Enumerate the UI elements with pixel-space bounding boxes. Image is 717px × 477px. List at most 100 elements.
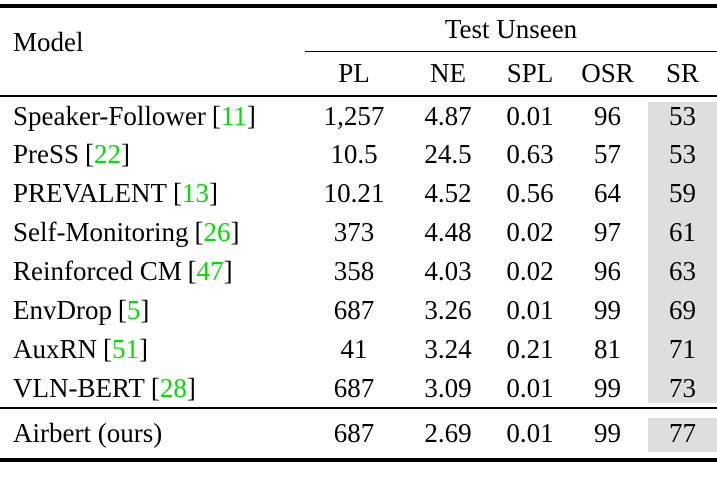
- cell-osr: 57: [594, 139, 621, 169]
- cell-spl: 0.01: [506, 418, 554, 448]
- citation-number[interactable]: 13: [181, 178, 209, 208]
- bracket-close: ]: [230, 217, 240, 247]
- model-name-cell: Speaker-Follower [11]: [0, 96, 305, 135]
- cell-ne: 3.26: [424, 295, 472, 325]
- citation: [26]: [194, 217, 239, 247]
- bracket-open: [: [117, 295, 127, 325]
- cell-pl: 687: [333, 418, 375, 448]
- model-name-cell: PREVALENT [13]: [0, 174, 305, 213]
- model-name-cell: Self-Monitoring [26]: [0, 213, 305, 252]
- cell-ne: 3.24: [424, 334, 472, 364]
- cell-osr: 64: [594, 178, 621, 208]
- cell-ne: 24.5: [424, 139, 472, 169]
- cell-pl: 358: [333, 256, 375, 286]
- cell-osr: 96: [594, 256, 621, 286]
- model-name: VLN-BERT: [13, 372, 145, 403]
- bracket-open: [: [194, 217, 204, 247]
- cell-pl: 10.21: [323, 178, 385, 208]
- cell-sr-highlighted: 53: [648, 96, 717, 135]
- table-row: EnvDrop [5] 687 3.26 0.01 99 69: [0, 291, 717, 330]
- cell-osr: 99: [594, 372, 621, 403]
- table-row-ours: Airbert (ours) 687 2.69 0.01 99 77: [0, 408, 717, 460]
- table-row: Reinforced CM [47] 358 4.03 0.02 96 63: [0, 252, 717, 291]
- cell-spl: 0.56: [506, 178, 554, 208]
- cell-sr-highlighted: 71: [648, 330, 717, 369]
- cell-osr: 81: [594, 334, 621, 364]
- cell-ne: 4.87: [424, 100, 472, 131]
- citation-number[interactable]: 5: [126, 295, 141, 325]
- table-header: Model Test Unseen PL NE SPL OSR SR: [0, 6, 717, 97]
- cell-pl: 373: [333, 217, 375, 247]
- citation-number[interactable]: 26: [203, 217, 231, 247]
- citation-number[interactable]: 47: [196, 256, 224, 286]
- bracket-open: [: [102, 334, 112, 364]
- results-table: Model Test Unseen PL NE SPL OSR SR Speak…: [0, 4, 717, 462]
- cell-sr-highlighted: 59: [648, 174, 717, 213]
- bracket-open: [: [211, 100, 221, 131]
- column-header-model: Model: [0, 6, 305, 97]
- cell-spl: 0.01: [506, 100, 554, 131]
- cell-pl: 1,257: [323, 100, 385, 131]
- citation: [28]: [151, 373, 196, 403]
- cell-sr-highlighted: 69: [648, 291, 717, 330]
- citation: [13]: [173, 178, 218, 208]
- model-name: Speaker-Follower: [13, 100, 206, 131]
- table-row: PREVALENT [13] 10.21 4.52 0.56 64 59: [0, 174, 717, 213]
- table-row: PreSS [22] 10.5 24.5 0.63 57 53: [0, 135, 717, 174]
- ours-section: Airbert (ours) 687 2.69 0.01 99 77: [0, 408, 717, 460]
- column-header-sr: SR: [648, 51, 717, 97]
- column-header-pl: PL: [305, 51, 403, 97]
- cell-ne: 3.09: [424, 372, 472, 403]
- table-body: Speaker-Follower [11] 1,257 4.87 0.01 96 …: [0, 96, 717, 408]
- bracket-open: [: [187, 256, 197, 286]
- cell-spl: 0.01: [506, 372, 554, 403]
- bracket-close: ]: [138, 334, 148, 364]
- cell-ne: 4.48: [424, 217, 472, 247]
- citation-number[interactable]: 28: [159, 372, 187, 403]
- model-name: PREVALENT: [13, 178, 168, 208]
- cell-ne: 2.69: [424, 418, 472, 448]
- bracket-open: [: [84, 139, 94, 169]
- column-header-spl: SPL: [493, 51, 567, 97]
- cell-pl: 41: [340, 334, 368, 364]
- cell-sr-highlighted: 53: [648, 135, 717, 174]
- model-name-cell: AuxRN [51]: [0, 330, 305, 369]
- citation: [11]: [212, 101, 256, 131]
- table-row: Self-Monitoring [26] 373 4.48 0.02 97 61: [0, 213, 717, 252]
- citation-number[interactable]: 22: [93, 139, 121, 169]
- cell-spl: 0.21: [506, 334, 554, 364]
- citation: [5]: [118, 295, 150, 325]
- table-row: VLN-BERT [28] 687 3.09 0.01 99 73: [0, 369, 717, 408]
- bracket-close: ]: [246, 100, 256, 131]
- citation-number[interactable]: 51: [111, 334, 139, 364]
- bracket-close: ]: [186, 372, 196, 403]
- citation-number[interactable]: 11: [220, 100, 247, 131]
- header-row-group: Model Test Unseen: [0, 6, 717, 97]
- model-name-cell: Reinforced CM [47]: [0, 252, 305, 291]
- cell-sr-highlighted: 73: [648, 369, 717, 408]
- paper-table-region: Model Test Unseen PL NE SPL OSR SR Speak…: [0, 4, 717, 462]
- citation: [22]: [85, 139, 130, 169]
- column-header-osr: OSR: [567, 51, 648, 97]
- bracket-open: [: [172, 178, 182, 208]
- cell-osr: 96: [594, 100, 621, 131]
- bracket-close: ]: [120, 139, 130, 169]
- column-group-header-test-unseen: Test Unseen: [305, 6, 717, 52]
- model-name-cell: Airbert (ours): [13, 418, 163, 448]
- cell-spl: 0.63: [506, 139, 554, 169]
- cell-spl: 0.01: [506, 295, 554, 325]
- cell-sr-highlighted: 61: [648, 213, 717, 252]
- header-row-metrics: PL NE SPL OSR SR: [0, 51, 717, 97]
- model-name: AuxRN: [13, 334, 98, 364]
- model-name: Self-Monitoring: [13, 217, 189, 247]
- cell-pl: 687: [333, 372, 375, 403]
- bracket-open: [: [150, 372, 160, 403]
- citation: [47]: [188, 256, 233, 286]
- cell-osr: 97: [594, 217, 621, 247]
- model-name-cell: EnvDrop [5]: [0, 291, 305, 330]
- cell-pl: 687: [333, 295, 375, 325]
- model-name: EnvDrop: [13, 295, 112, 325]
- cell-osr: 99: [594, 295, 621, 325]
- table-row: AuxRN [51] 41 3.24 0.21 81 71: [0, 330, 717, 369]
- citation: [51]: [103, 334, 148, 364]
